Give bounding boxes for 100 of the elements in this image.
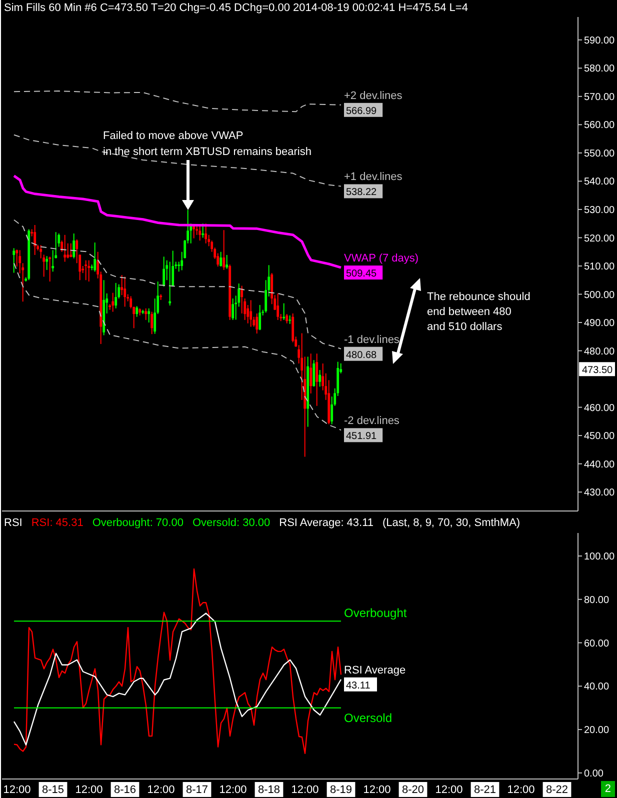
annotation: Failed to move above VWAP in the short term XBTUSD remains bearish bbox=[103, 130, 312, 158]
candlestick bbox=[84, 260, 88, 281]
x-tick-label: 12:00 bbox=[435, 784, 463, 796]
candlestick bbox=[250, 300, 252, 328]
candlestick bbox=[48, 256, 52, 282]
candlestick bbox=[148, 308, 150, 324]
candlestick bbox=[282, 302, 286, 320]
candlestick bbox=[34, 224, 36, 256]
candlestick bbox=[312, 360, 316, 388]
x-tick-label: 8-21 bbox=[474, 784, 496, 796]
candlestick bbox=[112, 292, 114, 312]
text: Oversold bbox=[192, 517, 236, 529]
x-tick-label: 8-17 bbox=[186, 784, 208, 796]
line-series bbox=[12, 174, 342, 269]
text: 473.50 bbox=[582, 365, 613, 376]
text: : 30.00 bbox=[236, 516, 270, 531]
x-tick-label: 8-20 bbox=[402, 784, 424, 796]
candlestick bbox=[226, 254, 228, 270]
text: : 45.31 bbox=[50, 516, 84, 531]
candlestick bbox=[18, 250, 22, 274]
line-series bbox=[14, 219, 342, 350]
x-tick-label: 12:00 bbox=[147, 784, 175, 796]
ref-line-label: Overbought bbox=[344, 606, 408, 620]
candlestick bbox=[168, 261, 172, 306]
line-series bbox=[13, 612, 342, 746]
x-tick-label: 8-16 bbox=[114, 784, 136, 796]
y-tick-label: 430.00 bbox=[584, 488, 616, 499]
x-tick-label: 12:00 bbox=[3, 784, 31, 796]
y-tick-label: 80.00 bbox=[584, 594, 610, 606]
text: : 70.00 bbox=[150, 516, 184, 531]
candlestick bbox=[94, 242, 96, 272]
y-tick-label: 40.00 bbox=[584, 682, 610, 693]
annotation: The rebounce should end between 480 and 510 dollars bbox=[427, 290, 530, 335]
y-tick-label: 540.00 bbox=[584, 176, 616, 188]
candlestick bbox=[52, 250, 54, 272]
x-tick-label: 12:00 bbox=[507, 784, 535, 796]
candlestick bbox=[40, 244, 42, 259]
y-tick-label: 0.00 bbox=[584, 768, 604, 780]
y-tick-label: 590.00 bbox=[584, 35, 616, 46]
y-tick-label: 480.00 bbox=[584, 346, 616, 358]
y-tick-label: 500.00 bbox=[584, 290, 616, 301]
x-tick-label: 8-19 bbox=[330, 784, 352, 796]
y-tick-label: 510.00 bbox=[584, 262, 616, 273]
candlestick bbox=[310, 353, 312, 394]
candlestick bbox=[256, 312, 258, 334]
candlestick bbox=[258, 304, 262, 331]
x-tick-label: 12:00 bbox=[363, 784, 391, 796]
candlestick bbox=[88, 260, 90, 282]
x-tick-label: 12:00 bbox=[75, 784, 103, 796]
y-tick-label: 440.00 bbox=[584, 459, 616, 470]
chart-title: Sim Fills 60 Min #6 C=473.50 T=20 Chg=-0.45 DChg=0.00 2014-08-19 00:02:41 H=475.54 L=4 bbox=[4, 1, 468, 16]
y-tick-label: 20.00 bbox=[584, 725, 610, 736]
x-tick-label: 8-22 bbox=[546, 784, 568, 796]
data-label: 480.68 bbox=[346, 350, 378, 361]
text: : 43.11 bbox=[340, 516, 374, 531]
y-tick-label: 490.00 bbox=[584, 318, 616, 330]
candlestick bbox=[240, 285, 244, 314]
candlestick bbox=[136, 306, 138, 318]
candlestick bbox=[66, 242, 70, 259]
x-tick-label: 12:00 bbox=[291, 784, 319, 796]
chart-subtitle: (Last, 8, 9, 70, 30, SmthMA) bbox=[382, 516, 520, 531]
candlestick bbox=[178, 261, 180, 272]
line-series bbox=[13, 568, 342, 754]
data-label: 509.45 bbox=[346, 268, 378, 280]
data-label: 43.11 bbox=[346, 680, 371, 692]
candlestick bbox=[162, 256, 166, 288]
ref-line-label: Oversold bbox=[344, 710, 392, 725]
y-tick-label: 530.00 bbox=[584, 205, 616, 216]
data-label: 566.99 bbox=[346, 106, 378, 117]
data-label: 451.91 bbox=[346, 431, 378, 442]
candlestick bbox=[124, 276, 126, 308]
text: RSI bbox=[31, 516, 50, 531]
candlestick bbox=[12, 248, 16, 274]
candlestick bbox=[222, 230, 226, 270]
line-series bbox=[14, 262, 342, 431]
candlestick bbox=[150, 311, 154, 335]
y-tick-label: 520.00 bbox=[584, 233, 616, 244]
line-series bbox=[14, 90, 342, 112]
candlestick bbox=[276, 292, 280, 320]
text: 2 bbox=[600, 781, 615, 797]
candlestick bbox=[144, 308, 148, 320]
x-tick-label: 8-15 bbox=[42, 784, 64, 796]
candlestick bbox=[198, 226, 202, 242]
y-tick-label: 580.00 bbox=[584, 64, 616, 75]
x-tick-label: 12:00 bbox=[219, 784, 247, 796]
candlestick bbox=[114, 282, 118, 309]
series-label: -2 dev.lines bbox=[344, 415, 400, 428]
candlestick bbox=[318, 369, 322, 388]
candlestick bbox=[286, 314, 288, 324]
series-label: -1 dev.lines bbox=[344, 334, 400, 346]
text: RSI Average bbox=[279, 517, 341, 529]
series-label: VWAP (7 days) bbox=[344, 252, 419, 265]
text: Overbought bbox=[92, 517, 150, 529]
candlestick bbox=[64, 234, 66, 262]
candlestick bbox=[46, 256, 48, 270]
y-tick-label: 550.00 bbox=[584, 148, 616, 160]
series-label: RSI Average bbox=[344, 664, 406, 676]
y-tick-label: 60.00 bbox=[584, 638, 610, 650]
y-tick-label: 450.00 bbox=[584, 431, 616, 442]
candlestick bbox=[72, 232, 76, 259]
